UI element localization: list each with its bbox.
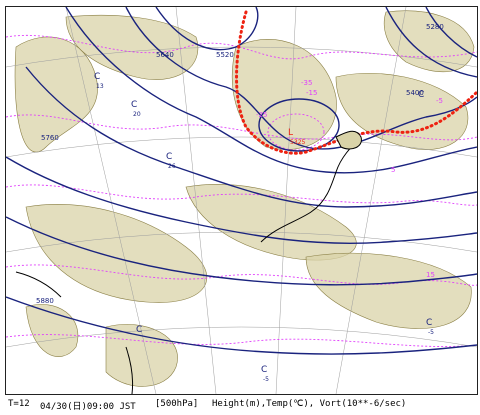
center-mark-5: C <box>261 365 267 375</box>
center-mark-4: C <box>426 318 432 328</box>
center-mark-value-7: 5325 <box>290 139 305 146</box>
center-mark-value-2: 26 <box>168 163 176 170</box>
vorticity-shading <box>14 10 475 387</box>
temp-label-m25: -25 <box>256 111 267 119</box>
map-labels: 528054005520564057605880-35-25-15-5515C1… <box>36 23 444 383</box>
field-legend: Height(m),Temp(℃), Vort(10**-6/sec) <box>212 399 407 409</box>
center-mark-0: C <box>94 72 100 82</box>
center-mark-7: L <box>288 128 293 138</box>
coastlines <box>15 130 362 394</box>
center-mark-6: C <box>136 325 142 335</box>
center-mark-3: C <box>418 90 424 100</box>
map-canvas: 528054005520564057605880-35-25-15-5515C1… <box>6 7 477 394</box>
height-label-5400: 5400 <box>406 89 424 97</box>
chart-footer: T=12 04/30(日)09:00 JST [500hPa] Height(m… <box>0 396 480 415</box>
temp-label-m35: -35 <box>301 79 312 87</box>
weather-map: 5280 5400 5520 5640 5760 5880 -35 -25 -15 -5 5 15 C 1… <box>5 6 478 395</box>
height-label-5880: 5880 <box>36 297 54 305</box>
height-contours <box>6 7 477 355</box>
center-mark-value-1: 20 <box>133 111 141 118</box>
center-mark-2: C <box>166 152 172 162</box>
temp-label-5: 5 <box>391 166 395 174</box>
pressure-level: [500hPa] <box>155 399 199 409</box>
center-mark-value-0: 13 <box>96 83 104 90</box>
front-line <box>235 10 477 155</box>
lat-lon-grid <box>6 7 477 394</box>
height-label-5760: 5760 <box>41 134 59 142</box>
height-label-5520: 5520 <box>216 51 234 59</box>
height-label-5640: 5640 <box>156 51 174 59</box>
forecast-step: T=12 <box>8 399 30 409</box>
temp-label-15: 15 <box>426 271 435 279</box>
temp-label-m15: -15 <box>306 89 317 97</box>
temperature-contours <box>6 34 477 347</box>
height-label-5280: 5280 <box>426 23 444 31</box>
valid-datetime: 04/30(日)09:00 JST <box>40 402 136 412</box>
center-mark-value-4: -5 <box>428 329 434 336</box>
center-mark-1: C <box>131 100 137 110</box>
center-mark-value-5: -5 <box>263 376 269 383</box>
temp-label-m5: -5 <box>436 97 443 105</box>
